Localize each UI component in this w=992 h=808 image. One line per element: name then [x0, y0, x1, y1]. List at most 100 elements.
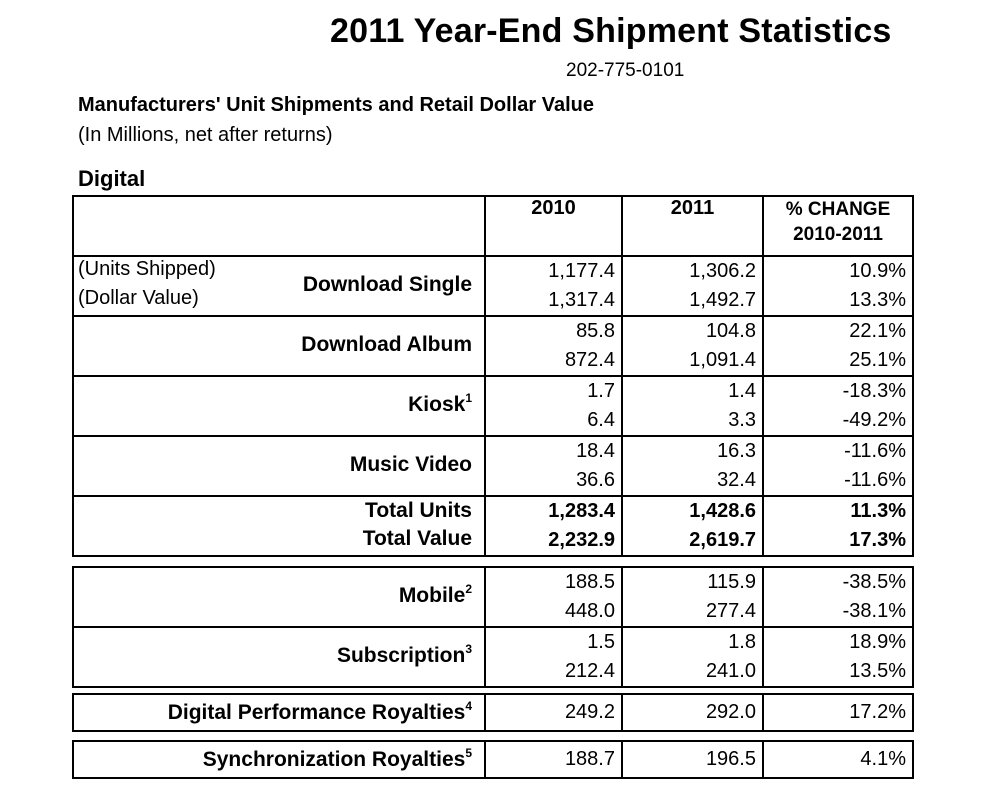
row-label-cell: Music Video — [72, 435, 486, 497]
row-name-download-single: Download Single — [302, 273, 472, 296]
value-2011: 32.4 — [717, 469, 756, 491]
value-2010: 872.4 — [564, 349, 615, 371]
table-row-subscription: Subscription3 1.5 212.4 1.8 241.0 18.9% 13.… — [72, 626, 914, 688]
table-row-synchronization: Synchronization Royalties5 188.7 196.5 4… — [72, 740, 914, 779]
cell-2011: 1,428.6 2,619.7 — [621, 495, 764, 557]
cell-2011: 115.9 277.4 — [621, 566, 764, 628]
cell-2010: 1,283.4 2,232.9 — [484, 495, 623, 557]
cell-change: 18.9% 13.5% — [762, 626, 914, 688]
digital-table: 2010 2011 % CHANGE 2010-2011 (Units Ship… — [72, 195, 914, 557]
value-2010: 188.7 — [564, 748, 615, 770]
cell-2010: 188.7 — [484, 740, 623, 779]
units-2011: 115.9 — [707, 571, 756, 593]
footnote-marker: 1 — [465, 391, 472, 405]
header-row: 2010 2011 % CHANGE 2010-2011 — [72, 195, 914, 257]
row-name-synchronization: Synchronization Royalties5 — [203, 746, 472, 772]
value-change: -11.6% — [844, 469, 906, 491]
dollar-value-label: (Dollar Value) — [78, 287, 199, 309]
value-change: -38.1% — [842, 600, 906, 622]
row-name-music-video: Music Video — [349, 453, 472, 476]
mobile-label: Mobile — [398, 584, 466, 607]
digital-performance-table: Digital Performance Royalties4 249.2 292… — [72, 693, 914, 732]
units-shipped-label: (Units Shipped) — [78, 258, 216, 280]
value-2010: 2,232.9 — [548, 529, 615, 551]
units-2010: 1,177.4 — [548, 260, 615, 282]
units-2011: 1.4 — [728, 380, 756, 402]
section-title-digital: Digital — [78, 166, 146, 191]
table-row-totals: Total Units Total Value 1,283.4 2,232.9 1… — [72, 495, 914, 557]
units-2010: 1.7 — [587, 380, 615, 402]
header-change-line1: % CHANGE — [785, 199, 891, 220]
cell-2010: 188.5 448.0 — [484, 566, 623, 628]
table-subheading: (In Millions, net after returns) — [78, 124, 333, 146]
synchronization-table: Synchronization Royalties5 188.7 196.5 4… — [72, 740, 914, 779]
kiosk-label: Kiosk — [408, 393, 466, 416]
value-2011: 1,091.4 — [689, 349, 756, 371]
value-change: 25.1% — [849, 349, 906, 371]
cell-2011: 196.5 — [621, 740, 764, 779]
row-label-cell: Download Album — [72, 315, 486, 377]
table-row-download-single: (Units Shipped) (Dollar Value) Download … — [72, 255, 914, 317]
cell-2010: 18.4 36.6 — [484, 435, 623, 497]
cell-2011: 292.0 — [621, 693, 764, 732]
units-change: -38.5% — [842, 571, 906, 593]
cell-2010: 1,177.4 1,317.4 — [484, 255, 623, 317]
cell-change: 10.9% 13.3% — [762, 255, 914, 317]
row-label-cell: (Units Shipped) (Dollar Value) Download … — [72, 255, 486, 317]
cell-2011: 1,306.2 1,492.7 — [621, 255, 764, 317]
value-2010: 212.4 — [564, 660, 615, 682]
units-change: -11.6% — [844, 440, 906, 462]
units-change: 18.9% — [849, 631, 906, 653]
row-name-digital-performance: Digital Performance Royalties4 — [167, 700, 472, 725]
footnote-marker: 2 — [465, 582, 472, 596]
row-label-cell: Kiosk1 — [72, 375, 486, 437]
value-2011: 2,619.7 — [689, 529, 756, 551]
row-name-total-value: Total Value — [362, 527, 472, 550]
cell-2011: 1.8 241.0 — [621, 626, 764, 688]
units-change: 10.9% — [849, 260, 906, 282]
header-2010: 2010 — [484, 195, 623, 257]
cell-2010: 249.2 — [484, 693, 623, 732]
row-label-cell: Digital Performance Royalties4 — [72, 693, 486, 732]
cell-2010: 1.5 212.4 — [484, 626, 623, 688]
mobile-subscription-table: Mobile2 188.5 448.0 115.9 277.4 -38.5% -38.… — [72, 566, 914, 688]
cell-2010: 85.8 872.4 — [484, 315, 623, 377]
footnote-marker: 5 — [465, 746, 472, 760]
row-label-cell: Mobile2 — [72, 566, 486, 628]
value-2010: 448.0 — [564, 600, 615, 622]
value-2010: 1,317.4 — [548, 289, 615, 311]
cell-change: 4.1% — [762, 740, 914, 779]
table-heading: Manufacturers' Unit Shipments and Retail… — [78, 94, 594, 116]
row-name-kiosk: Kiosk1 — [408, 391, 472, 417]
cell-change: 11.3% 17.3% — [762, 495, 914, 557]
value-2011: 196.5 — [705, 748, 756, 770]
header-change: % CHANGE 2010-2011 — [762, 195, 914, 257]
page-title: 2011 Year-End Shipment Statistics — [330, 12, 892, 50]
row-name-download-album: Download Album — [301, 333, 472, 356]
cell-2011: 16.3 32.4 — [621, 435, 764, 497]
cell-2011: 1.4 3.3 — [621, 375, 764, 437]
cell-change: 17.2% — [762, 693, 914, 732]
units-change: 22.1% — [849, 320, 906, 342]
cell-2011: 104.8 1,091.4 — [621, 315, 764, 377]
table-row-download-album: Download Album 85.8 872.4 104.8 1,091.4 22… — [72, 315, 914, 377]
value-2011: 3.3 — [728, 409, 756, 431]
units-2011: 1.8 — [728, 631, 756, 653]
value-2010: 6.4 — [587, 409, 615, 431]
row-label-cell: Subscription3 — [72, 626, 486, 688]
row-label-cell: Total Units Total Value — [72, 495, 486, 557]
table-row-music-video: Music Video 18.4 36.6 16.3 32.4 -11.6% -11.… — [72, 435, 914, 497]
phone-number: 202-775-0101 — [566, 60, 685, 81]
header-change-line2: 2010-2011 — [793, 224, 883, 245]
value-2010: 249.2 — [564, 701, 615, 723]
units-2010: 85.8 — [576, 320, 615, 342]
digital-performance-label: Digital Performance Royalties — [167, 701, 466, 724]
value-change: 13.5% — [849, 660, 906, 682]
row-label-cell: Synchronization Royalties5 — [72, 740, 486, 779]
value-2011: 277.4 — [705, 600, 756, 622]
cell-change: -18.3% -49.2% — [762, 375, 914, 437]
units-change: -18.3% — [842, 380, 906, 402]
units-2011: 1,306.2 — [689, 260, 756, 282]
units-2010: 1,283.4 — [548, 500, 615, 522]
units-2010: 188.5 — [564, 571, 615, 593]
